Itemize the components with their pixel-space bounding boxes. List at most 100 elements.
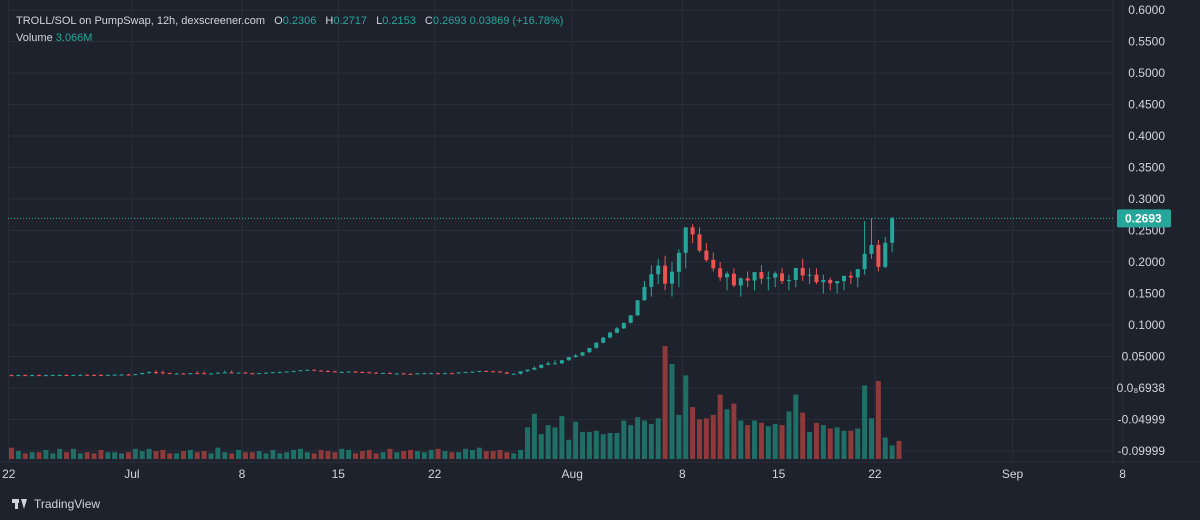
candle-body	[92, 374, 97, 376]
candle-body	[890, 218, 895, 243]
close-label: C	[424, 15, 433, 27]
volume-bar	[456, 452, 462, 459]
volume-bar	[194, 452, 200, 459]
volume-bar	[84, 452, 90, 459]
close-value: 0.2693	[432, 15, 467, 27]
candle-body	[312, 369, 317, 371]
candle-body	[16, 375, 21, 377]
time-tick-label: 22	[2, 467, 16, 481]
volume-bar	[435, 448, 441, 459]
volume-bar	[318, 449, 324, 459]
candle-body	[580, 352, 585, 356]
time-axis[interactable]: 22 Jul 8 15 22 Aug 8 15 22 Sep 8	[2, 467, 1126, 481]
volume-bar	[600, 434, 606, 459]
price-tick-label: 0.1000	[1128, 318, 1165, 332]
time-tick-label: 8	[679, 467, 686, 481]
chart-legend: TROLL/SOL on PumpSwap, 12h, dexscreener.…	[16, 13, 563, 47]
candle-body	[841, 275, 846, 282]
price-tick-label: 0.0₈6938	[1117, 381, 1166, 395]
volume-bar	[146, 448, 152, 459]
volume-bar	[15, 451, 21, 459]
volume-bar	[724, 409, 730, 459]
tradingview-attribution[interactable]: TradingView	[12, 497, 100, 511]
candle-body	[587, 347, 592, 353]
volume-bar	[325, 451, 331, 459]
volume-bar	[566, 439, 572, 459]
volume-bar	[22, 453, 28, 459]
volume-bar	[57, 448, 63, 459]
candle-body	[264, 372, 269, 374]
volume-bar	[421, 452, 427, 459]
candle-body	[690, 227, 695, 235]
candle-body	[284, 371, 289, 373]
volume-bar	[215, 447, 221, 459]
volume-bar	[882, 437, 888, 459]
tradingview-brand: TradingView	[34, 497, 101, 511]
low-label: L	[376, 15, 383, 27]
open-label: O	[274, 15, 283, 27]
volume-bar	[91, 453, 97, 459]
volume-bar	[765, 426, 771, 459]
volume-bar	[483, 451, 489, 459]
volume-bar	[573, 421, 579, 459]
volume-bar	[586, 431, 592, 459]
price-tick-label: 0.2000	[1128, 255, 1165, 269]
price-tick-label: 0.4000	[1128, 129, 1165, 143]
volume-bar	[552, 427, 558, 459]
volume-bar	[710, 414, 716, 459]
candle-body	[243, 372, 248, 374]
candle-body	[181, 373, 186, 375]
candle-body	[828, 279, 833, 284]
candle-body	[504, 372, 509, 374]
candle-body	[456, 372, 461, 374]
candle-body	[793, 267, 798, 280]
candle-body	[649, 274, 654, 287]
price-axis[interactable]: 0.6000 0.5500 0.5000 0.4500 0.4000 0.3500 0.30…	[1117, 3, 1166, 458]
candle-body	[229, 372, 234, 374]
candle-body	[497, 371, 502, 373]
candle-body	[745, 278, 750, 281]
candle-body	[608, 332, 613, 338]
volume-bar	[752, 420, 758, 459]
volume-bar	[270, 449, 276, 459]
candle-body	[126, 374, 131, 376]
volume-bar	[291, 449, 297, 459]
price-tick-label: -0.04999	[1118, 413, 1166, 427]
ohlc-line: TROLL/SOL on PumpSwap, 12h, dexscreener.…	[16, 13, 563, 30]
candle-body	[215, 372, 220, 374]
candle-body	[222, 372, 227, 374]
candle-body	[105, 374, 110, 376]
volume-bar	[669, 364, 675, 459]
candle-body	[305, 369, 310, 371]
candle-body	[477, 370, 482, 372]
time-tick-label: 22	[868, 467, 882, 481]
candle-body	[346, 371, 351, 373]
candle-body	[553, 363, 558, 365]
volume-bar	[545, 425, 551, 459]
symbol-title: TROLL/SOL on PumpSwap, 12h, dexscreener.…	[16, 15, 266, 27]
candle-body	[319, 370, 324, 372]
volume-bar	[339, 448, 345, 459]
candle-body	[374, 372, 379, 374]
candle-body	[298, 370, 303, 372]
candle-body	[614, 328, 619, 333]
candle-body	[394, 373, 399, 375]
candle-body	[195, 373, 200, 375]
volume-bar	[793, 394, 799, 459]
volume-bar	[641, 420, 647, 459]
candle-body	[332, 371, 337, 373]
volume-line: Volume 3.066M	[16, 30, 563, 47]
candle-body	[704, 250, 709, 260]
volume-bar	[50, 453, 56, 459]
candle-body	[594, 342, 599, 348]
candle-body	[160, 372, 165, 374]
volume-bar	[77, 453, 83, 459]
volume-bar	[187, 449, 193, 459]
volume-bar	[717, 394, 723, 459]
candle-body	[463, 372, 468, 374]
last-price-label: 0.2693	[1125, 211, 1162, 225]
candle-body	[539, 364, 544, 368]
candle-body	[601, 337, 606, 343]
candle-body	[883, 242, 888, 267]
